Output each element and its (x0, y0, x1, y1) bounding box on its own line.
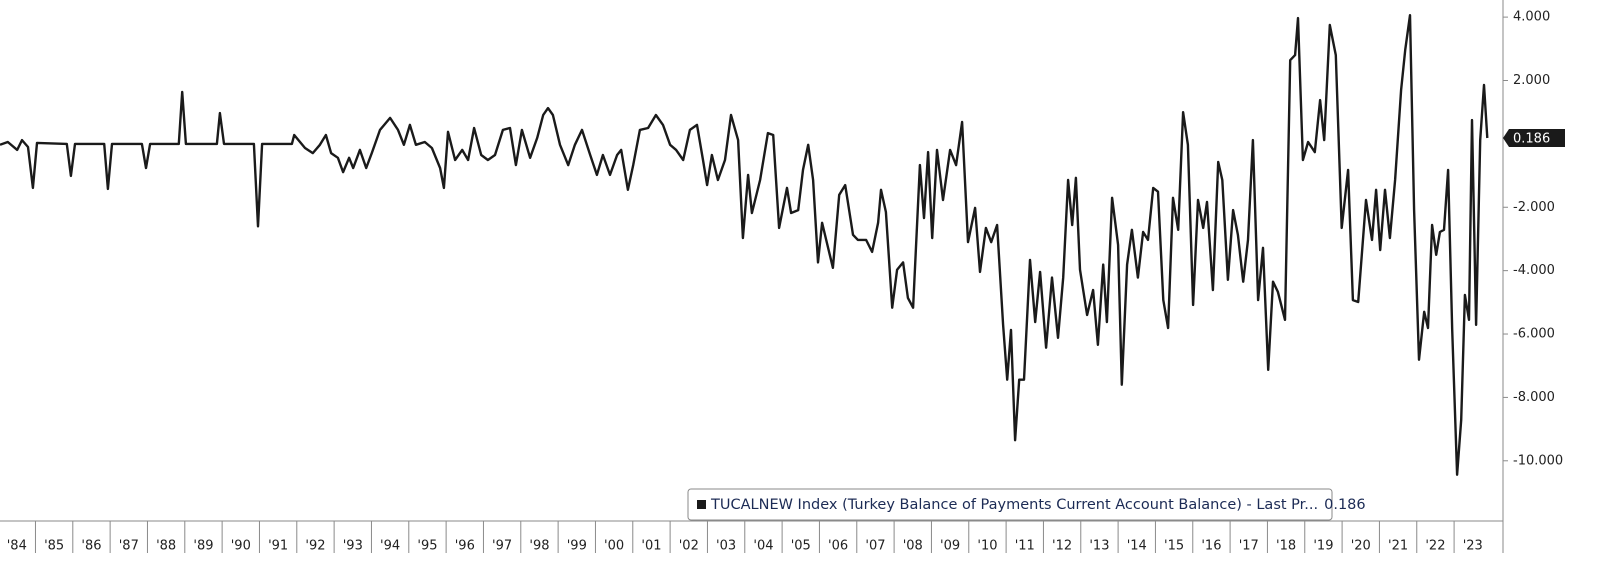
legend-label: TUCALNEW Index (Turkey Balance of Paymen… (710, 497, 1366, 513)
legend-last-value: 0.186 (1324, 497, 1366, 513)
x-tick-label: '07 (865, 539, 885, 554)
x-tick-label: '10 (977, 539, 997, 554)
x-tick-label: '85 (44, 539, 64, 554)
x-tick-label: '97 (492, 539, 512, 554)
x-tick-label: '19 (1313, 539, 1333, 554)
x-tick-label: '90 (231, 539, 251, 554)
x-tick-label: '93 (343, 539, 363, 554)
x-tick-label: '11 (1015, 539, 1035, 554)
legend-swatch (697, 500, 706, 509)
x-tick-label: '08 (903, 539, 923, 554)
y-tick-label: -10.000 (1513, 453, 1563, 468)
y-tick-label: 2.000 (1513, 73, 1550, 88)
x-tick-label: '16 (1201, 539, 1221, 554)
x-tick-label: '02 (679, 539, 699, 554)
x-tick-label: '84 (7, 539, 27, 554)
x-tick-label: '22 (1425, 539, 1445, 554)
x-tick-label: '86 (81, 539, 101, 554)
x-tick-label: '03 (716, 539, 736, 554)
x-tick-label: '06 (828, 539, 848, 554)
x-tick-label: '17 (1239, 539, 1259, 554)
x-tick-label: '99 (567, 539, 587, 554)
y-tick-label: -2.000 (1513, 200, 1555, 215)
y-tick-label: 4.000 (1513, 10, 1550, 25)
x-tick-label: '01 (641, 539, 661, 554)
x-tick-label: '05 (791, 539, 811, 554)
y-tick-label: -8.000 (1513, 390, 1555, 405)
x-tick-label: '14 (1127, 539, 1147, 554)
y-tick-label: -6.000 (1513, 327, 1555, 342)
x-tick-label: '12 (1052, 539, 1072, 554)
x-tick-label: '96 (455, 539, 475, 554)
x-tick-label: '92 (305, 539, 325, 554)
x-tick-label: '04 (753, 539, 773, 554)
x-tick-label: '00 (604, 539, 624, 554)
y-tick-label: -4.000 (1513, 263, 1555, 278)
x-tick-label: '15 (1164, 539, 1184, 554)
x-tick-label: '89 (193, 539, 213, 554)
last-value-tag (1503, 128, 1565, 147)
series-line (0, 14, 1489, 476)
x-tick-label: '95 (417, 539, 437, 554)
x-tick-label: '20 (1351, 539, 1371, 554)
x-tick-label: '87 (119, 539, 139, 554)
legend: TUCALNEW Index (Turkey Balance of Paymen… (687, 488, 1366, 521)
x-tick-label: '09 (940, 539, 960, 554)
legend-name: TUCALNEW Index (Turkey Balance of Paymen… (710, 497, 1318, 513)
x-tick-label: '18 (1276, 539, 1296, 554)
x-tick-label: '91 (268, 539, 288, 554)
legend-box (687, 488, 1333, 521)
x-tick-label: '88 (156, 539, 176, 554)
x-tick-label: '13 (1089, 539, 1109, 554)
x-tick-label: '23 (1463, 539, 1483, 554)
x-tick-label: '98 (529, 539, 549, 554)
x-tick-label: '94 (380, 539, 400, 554)
last-value-label: 0.186 (1513, 131, 1550, 146)
x-tick-label: '21 (1388, 539, 1408, 554)
